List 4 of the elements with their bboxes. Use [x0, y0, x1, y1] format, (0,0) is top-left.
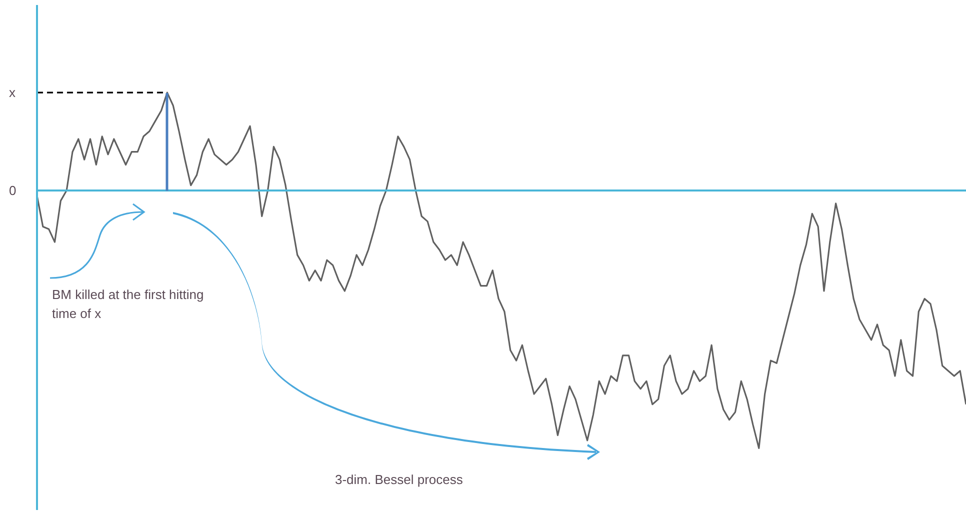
text: 3-dim. Bessel process [335, 471, 464, 489]
text: 0 [9, 182, 16, 200]
annotation: BM killed at the first hitting time of x [52, 286, 205, 323]
text: x [9, 84, 16, 102]
